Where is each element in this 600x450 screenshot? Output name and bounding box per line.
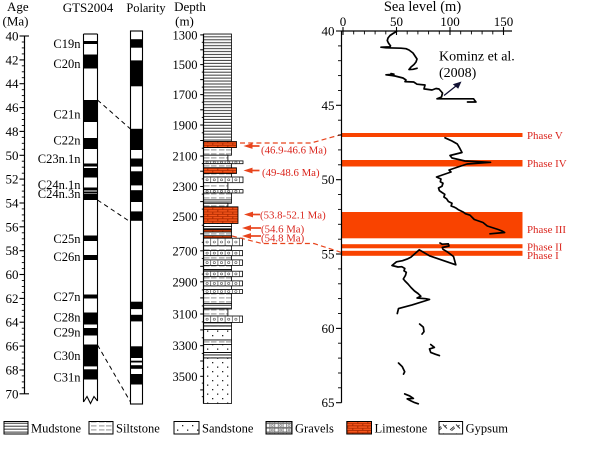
svg-text:C31n: C31n	[53, 370, 81, 384]
svg-text:45: 45	[322, 98, 335, 113]
svg-text:(m): (m)	[175, 14, 194, 29]
svg-text:Polarity: Polarity	[126, 1, 166, 15]
svg-text:Sandstone: Sandstone	[202, 422, 254, 436]
svg-text:40: 40	[6, 29, 19, 44]
svg-text:46: 46	[6, 100, 20, 115]
svg-text:2900: 2900	[173, 275, 198, 289]
svg-text:Siltstone: Siltstone	[116, 422, 160, 436]
svg-text:1500: 1500	[173, 58, 198, 72]
svg-text:C20n: C20n	[53, 57, 81, 71]
svg-text:50: 50	[390, 14, 403, 29]
svg-text:C28n: C28n	[53, 311, 81, 325]
svg-text:2100: 2100	[173, 150, 198, 164]
svg-text:65: 65	[322, 395, 335, 410]
svg-text:Phase IV: Phase IV	[527, 158, 567, 170]
svg-text:Depth: Depth	[174, 0, 206, 14]
svg-text:52: 52	[6, 172, 19, 187]
svg-text:70: 70	[6, 386, 19, 401]
svg-text:3300: 3300	[173, 339, 198, 353]
svg-text:C24n.1n: C24n.1n	[38, 178, 81, 192]
svg-text:Sea level (m): Sea level (m)	[384, 0, 461, 15]
svg-text:50: 50	[6, 148, 19, 163]
svg-text:C26n: C26n	[53, 250, 81, 264]
svg-text:58: 58	[6, 243, 19, 258]
svg-text:(46.9-46.6 Ma): (46.9-46.6 Ma)	[261, 144, 327, 156]
svg-text:(2008): (2008)	[439, 66, 477, 81]
svg-text:3100: 3100	[173, 308, 198, 322]
svg-text:60: 60	[322, 321, 335, 336]
svg-text:Phase V: Phase V	[527, 130, 563, 142]
svg-text:Phase I: Phase I	[527, 250, 559, 262]
svg-text:C30n: C30n	[53, 349, 81, 363]
svg-text:Gravels: Gravels	[295, 422, 334, 436]
svg-text:(53.8-52.1 Ma): (53.8-52.1 Ma)	[260, 209, 326, 221]
svg-text:2300: 2300	[173, 180, 198, 194]
svg-text:1700: 1700	[173, 88, 198, 102]
svg-text:C29n: C29n	[53, 325, 81, 339]
svg-text:C27n: C27n	[53, 290, 81, 304]
svg-text:C22n: C22n	[53, 133, 81, 147]
svg-text:66: 66	[6, 339, 20, 354]
svg-text:Kominz et al.: Kominz et al.	[439, 50, 515, 65]
svg-text:Phase III: Phase III	[527, 224, 566, 236]
svg-text:(54.6 Ma): (54.6 Ma)	[261, 223, 305, 235]
svg-text:60: 60	[6, 267, 19, 282]
svg-text:40: 40	[322, 24, 335, 39]
svg-text:Phase II: Phase II	[527, 241, 563, 253]
svg-text:C19n: C19n	[53, 37, 81, 51]
svg-text:100: 100	[440, 14, 460, 29]
svg-text:GTS2004: GTS2004	[63, 0, 114, 15]
svg-text:68: 68	[6, 363, 19, 378]
svg-text:54: 54	[6, 196, 20, 211]
svg-text:50: 50	[322, 172, 335, 187]
svg-text:(54.8 Ma): (54.8 Ma)	[261, 232, 305, 244]
svg-text:56: 56	[6, 219, 20, 234]
svg-text:42: 42	[6, 52, 19, 67]
svg-text:48: 48	[6, 124, 19, 139]
svg-text:C25n: C25n	[53, 232, 81, 246]
svg-text:2500: 2500	[173, 210, 198, 224]
svg-text:1300: 1300	[173, 28, 198, 42]
svg-text:C21n: C21n	[53, 107, 81, 121]
svg-text:3500: 3500	[173, 370, 198, 384]
svg-text:1900: 1900	[173, 119, 198, 133]
svg-text:C23n.1n: C23n.1n	[38, 152, 81, 166]
svg-text:55: 55	[322, 247, 335, 262]
svg-text:C24n.3n: C24n.3n	[38, 187, 81, 201]
svg-text:44: 44	[6, 76, 20, 91]
svg-text:Gypsum: Gypsum	[466, 422, 509, 436]
svg-text:150: 150	[494, 14, 514, 29]
svg-text:Limestone: Limestone	[375, 422, 428, 436]
svg-text:2700: 2700	[173, 244, 198, 258]
svg-text:62: 62	[6, 291, 19, 306]
svg-text:0: 0	[340, 14, 347, 29]
svg-text:(49-48.6 Ma): (49-48.6 Ma)	[262, 167, 320, 179]
svg-text:(Ma): (Ma)	[3, 14, 29, 29]
svg-text:64: 64	[6, 315, 20, 330]
svg-text:Mudstone: Mudstone	[31, 422, 81, 436]
svg-text:Age: Age	[7, 0, 29, 14]
